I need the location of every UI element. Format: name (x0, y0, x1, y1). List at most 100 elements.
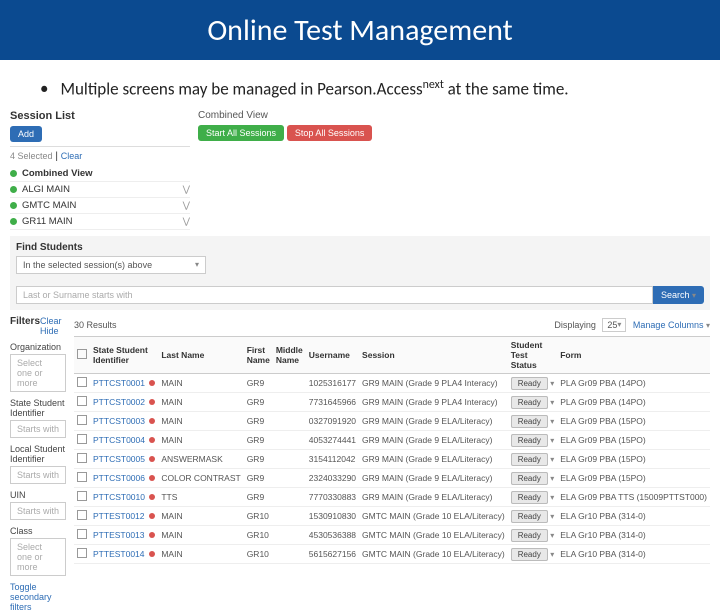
cell-status[interactable]: Ready ▾ (508, 392, 558, 411)
scope-select[interactable]: In the selected session(s) above ▾ (16, 256, 206, 274)
cell-ssid[interactable]: PTTEST0013 (90, 525, 158, 544)
col-checkbox[interactable] (74, 337, 90, 374)
row-checkbox[interactable] (74, 525, 90, 544)
class-select[interactable]: Select one or more (10, 538, 66, 576)
caret-down-icon[interactable]: ▾ (550, 550, 554, 559)
cell-ssid[interactable]: PTTCST0005 (90, 449, 158, 468)
col-status[interactable]: Student Test Status (508, 337, 558, 374)
add-session-button[interactable]: Add (10, 126, 42, 142)
cell-ssid[interactable]: PTTCST0003 (90, 411, 158, 430)
chevron-down-icon[interactable]: ⋁ (183, 216, 190, 227)
checkbox-icon[interactable] (77, 510, 87, 520)
checkbox-icon[interactable] (77, 434, 87, 444)
col-form[interactable]: Form (557, 337, 710, 374)
row-checkbox[interactable] (74, 506, 90, 525)
row-checkbox[interactable] (74, 411, 90, 430)
cell-status[interactable]: Ready ▾ (508, 449, 558, 468)
chevron-down-icon[interactable]: ⋁ (183, 184, 190, 195)
cell-ssid[interactable]: PTTCST0010 (90, 487, 158, 506)
col-user[interactable]: Username (306, 337, 359, 374)
row-checkbox[interactable] (74, 430, 90, 449)
row-checkbox[interactable] (74, 544, 90, 563)
cell-ssid[interactable]: PTTEST0014 (90, 544, 158, 563)
cell-status[interactable]: Ready ▾ (508, 411, 558, 430)
cell-status[interactable]: Ready ▾ (508, 468, 558, 487)
session-item[interactable]: ALGI MAIN ⋁ (10, 182, 190, 198)
cell-middle (273, 487, 306, 506)
row-checkbox[interactable] (74, 392, 90, 411)
caret-down-icon[interactable]: ▾ (550, 379, 554, 388)
stop-all-button[interactable]: Stop All Sessions (287, 125, 373, 141)
chevron-down-icon[interactable]: ⋁ (183, 200, 190, 211)
uin-input[interactable]: Starts with (10, 502, 66, 520)
displaying-label: Displaying (554, 320, 596, 330)
cell-user: 1025316177 (306, 373, 359, 392)
cell-first: GR9 (244, 373, 273, 392)
clear-hide-link[interactable]: Clear Hide (40, 316, 66, 336)
row-checkbox[interactable] (74, 468, 90, 487)
caret-down-icon[interactable]: ▾ (550, 531, 554, 540)
cell-last: MAIN (158, 525, 243, 544)
caret-down-icon[interactable]: ▾ (550, 512, 554, 521)
col-first[interactable]: First Name (244, 337, 273, 374)
local-input[interactable]: Starts with (10, 466, 66, 484)
checkbox-icon[interactable] (77, 529, 87, 539)
checkbox-icon[interactable] (77, 472, 87, 482)
caret-down-icon[interactable]: ▾ (550, 436, 554, 445)
checkbox-icon[interactable] (77, 491, 87, 501)
page-size-select[interactable]: 25 ▾ (602, 318, 626, 332)
col-session[interactable]: Session (359, 337, 508, 374)
checkbox-icon[interactable] (77, 377, 87, 387)
caret-down-icon[interactable]: ▾ (550, 398, 554, 407)
cell-status[interactable]: Ready ▾ (508, 506, 558, 525)
caret-down-icon[interactable]: ▾ (550, 417, 554, 426)
cell-middle (273, 525, 306, 544)
col-ssid[interactable]: State Student Identifier (90, 337, 158, 374)
col-last[interactable]: Last Name (158, 337, 243, 374)
checkbox-icon[interactable] (77, 415, 87, 425)
row-checkbox[interactable] (74, 449, 90, 468)
caret-down-icon[interactable]: ▾ (550, 455, 554, 464)
status-badge: Ready (511, 472, 548, 485)
manage-columns-link[interactable]: Manage Columns (633, 320, 704, 330)
checkbox-icon[interactable] (77, 349, 87, 359)
search-button[interactable]: Search ▾ (653, 286, 704, 304)
status-badge: Ready (511, 396, 548, 409)
checkbox-icon[interactable] (77, 453, 87, 463)
cell-status[interactable]: Ready ▾ (508, 544, 558, 563)
cell-ssid[interactable]: PTTCST0006 (90, 468, 158, 487)
status-badge: Ready (511, 548, 548, 561)
search-input[interactable]: Last or Surname starts with (16, 286, 653, 304)
cell-status[interactable]: Ready ▾ (508, 487, 558, 506)
divider (10, 146, 190, 147)
checkbox-icon[interactable] (77, 396, 87, 406)
caret-down-icon[interactable]: ▾ (550, 493, 554, 502)
org-select[interactable]: Select one or more (10, 354, 66, 392)
cell-ssid[interactable]: PTTCST0002 (90, 392, 158, 411)
row-checkbox[interactable] (74, 373, 90, 392)
cell-ssid[interactable]: PTTEST0012 (90, 506, 158, 525)
org-label: Organization (10, 342, 66, 352)
status-dot-icon (10, 202, 17, 209)
start-all-button[interactable]: Start All Sessions (198, 125, 284, 141)
col-middle[interactable]: Middle Name (273, 337, 306, 374)
ssid-input[interactable]: Starts with (10, 420, 66, 438)
table-row: PTTCST0001 MAINGR91025316177GR9 MAIN (Gr… (74, 373, 710, 392)
cell-status[interactable]: Ready ▾ (508, 525, 558, 544)
caret-down-icon[interactable]: ▾ (550, 474, 554, 483)
table-row: PTTCST0003 MAINGR90327091920GR9 MAIN (Gr… (74, 411, 710, 430)
checkbox-icon[interactable] (77, 548, 87, 558)
cell-status[interactable]: Ready ▾ (508, 373, 558, 392)
row-checkbox[interactable] (74, 487, 90, 506)
cell-ssid[interactable]: PTTCST0004 (90, 430, 158, 449)
toggle-secondary-filters-link[interactable]: Toggle secondary filters (10, 582, 66, 612)
cell-status[interactable]: Ready ▾ (508, 430, 558, 449)
cell-ssid[interactable]: PTTCST0001 (90, 373, 158, 392)
table-row: PTTCST0002 MAINGR97731645966GR9 MAIN (Gr… (74, 392, 710, 411)
clear-selection-link[interactable]: Clear (61, 151, 83, 161)
session-combined-view[interactable]: Combined View (10, 166, 190, 182)
bullet-main: Multiple screens may be managed in Pears… (60, 79, 422, 100)
ssid-placeholder: Starts with (17, 424, 59, 434)
session-item[interactable]: GMTC MAIN ⋁ (10, 198, 190, 214)
session-item[interactable]: GR11 MAIN ⋁ (10, 214, 190, 230)
